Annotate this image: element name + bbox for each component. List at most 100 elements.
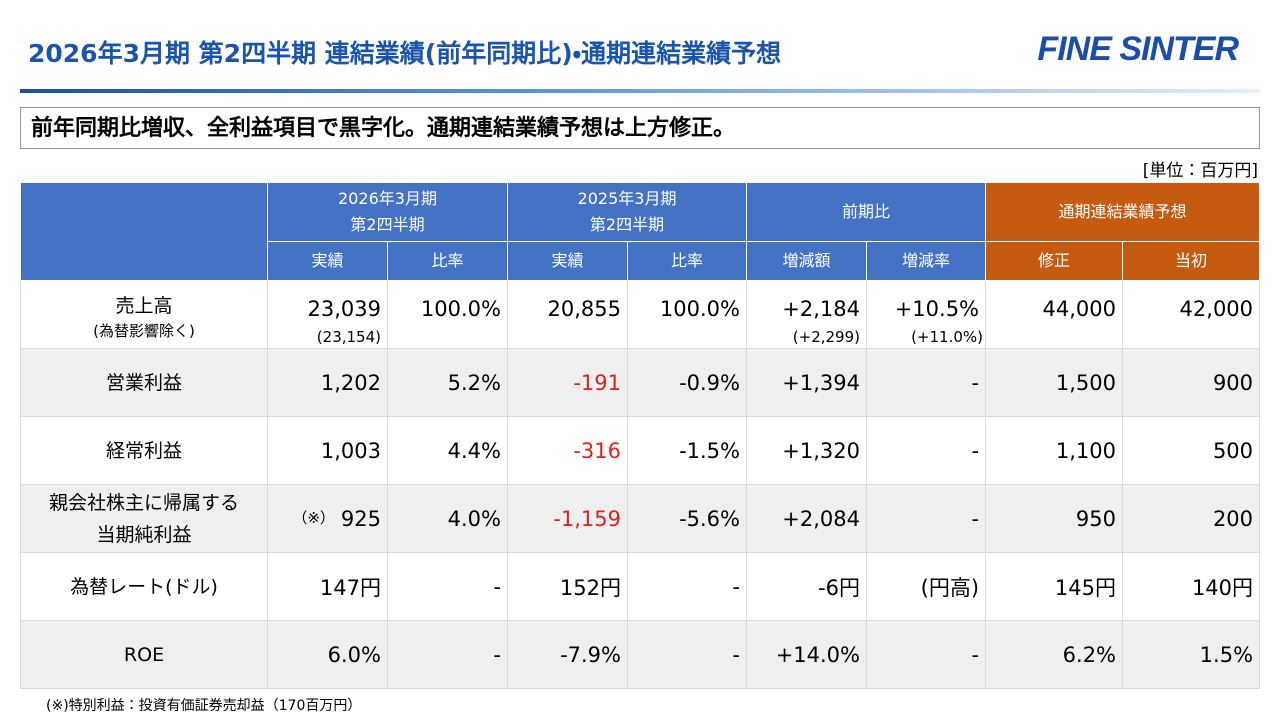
corner-cell bbox=[20, 182, 268, 281]
row-label: 売上高 (為替影響除く) bbox=[20, 280, 268, 349]
cell-value: 500 bbox=[1212, 438, 1254, 463]
unit-label: [単位：百万円] bbox=[1142, 161, 1258, 181]
cell-subvalue: (+2,299) bbox=[792, 328, 860, 346]
row-label-line: 親会社株主に帰属する bbox=[48, 491, 239, 514]
cell-value: - bbox=[732, 642, 740, 667]
cell: - bbox=[387, 552, 508, 621]
cell-value: (円高) bbox=[920, 575, 980, 600]
row-label: 為替レート(ドル) bbox=[20, 552, 268, 621]
headline: 前年同期比増収、全利益項目で黒字化。通期連結業績予想は上方修正。 bbox=[20, 107, 1260, 149]
cell: 23,039 (23,154) bbox=[267, 280, 388, 349]
cell: - bbox=[627, 552, 747, 621]
cell-value: - bbox=[971, 438, 980, 463]
subheader: 増減額 bbox=[746, 241, 867, 281]
group-header: 前期比 bbox=[745, 182, 987, 242]
cell: 147円 bbox=[267, 552, 388, 621]
cell: - bbox=[387, 620, 508, 689]
cell: 1,500 bbox=[985, 348, 1124, 417]
cell-subvalue: (23,154) bbox=[316, 328, 381, 346]
cell: +1,394 bbox=[746, 348, 867, 417]
cell-value: 5.2% bbox=[447, 370, 501, 395]
cell-value: 147円 bbox=[319, 575, 381, 600]
cell: -6円 bbox=[746, 552, 867, 621]
cell-value: - bbox=[971, 506, 980, 531]
cell-value: 140円 bbox=[1191, 575, 1254, 600]
table-row: 売上高 (為替影響除く) 23,039 (23,154) 100.0% 20,855 100… bbox=[20, 280, 1261, 349]
cell: +14.0% bbox=[746, 620, 867, 689]
group-header: 通期連結業績予想 bbox=[985, 182, 1261, 242]
cell-value: 1,100 bbox=[1055, 438, 1117, 463]
subheader: 比率 bbox=[387, 241, 508, 281]
cell-value: 152円 bbox=[559, 575, 621, 600]
cell-value: 1,202 bbox=[320, 370, 381, 395]
subheader: 修正 bbox=[985, 241, 1124, 281]
cell: 6.2% bbox=[985, 620, 1124, 689]
cell-value: 925 bbox=[340, 506, 381, 531]
cell-value: 900 bbox=[1212, 370, 1254, 395]
row-label-line: 売上高 bbox=[115, 294, 173, 317]
cell: 1,003 bbox=[267, 416, 388, 485]
cell-subvalue: (+11.0%) bbox=[911, 328, 984, 346]
cell: 1,100 bbox=[985, 416, 1124, 485]
row-label: 経常利益 bbox=[20, 416, 268, 485]
cell-value: -7.9% bbox=[560, 642, 621, 667]
row-label-line: 為替レート(ドル) bbox=[70, 575, 218, 598]
logo: FINE SINTER bbox=[1037, 30, 1239, 68]
table-row: ROE 6.0% - -7.9% - +14.0% - 6.2% 1.5% bbox=[20, 620, 1261, 689]
cell-value: -0.9% bbox=[679, 370, 740, 395]
cell: -5.6% bbox=[627, 484, 747, 553]
group-header-line: 第2四半期 bbox=[350, 215, 425, 234]
cell: 100.0% bbox=[387, 280, 508, 349]
cell: - bbox=[627, 620, 747, 689]
cell-value: 145円 bbox=[1054, 575, 1117, 600]
group-header-line: 前期比 bbox=[842, 202, 891, 221]
cell-value: +1,320 bbox=[782, 438, 860, 463]
table-row: 経常利益 1,003 4.4% -316 -1.5% +1,320 - 1,100 500 bbox=[20, 416, 1261, 485]
cell-value: 1,003 bbox=[320, 438, 381, 463]
cell: 42,000 bbox=[1122, 280, 1261, 349]
cell: +10.5% (+11.0%) bbox=[865, 280, 987, 349]
cell-value: -316 bbox=[573, 438, 621, 463]
cell-value: 6.2% bbox=[1062, 642, 1117, 667]
cell-value: 200 bbox=[1212, 506, 1254, 531]
cell: 900 bbox=[1122, 348, 1261, 417]
cell-value: 4.4% bbox=[447, 438, 501, 463]
title: 2026年3月期 第2四半期 連結業績(前年同期比)・通期連結業績予想 bbox=[28, 39, 782, 68]
cell-value: -1.5% bbox=[679, 438, 740, 463]
cell-value: -1,159 bbox=[553, 506, 621, 531]
cell: - bbox=[865, 348, 987, 417]
subheader: 増減率 bbox=[865, 241, 987, 281]
group-header: 2025年3月期 第2四半期 bbox=[507, 182, 747, 242]
row-label-line: ROE bbox=[123, 643, 165, 666]
cell: 950 bbox=[985, 484, 1124, 553]
cell-value: - bbox=[732, 574, 740, 599]
cell-value: - bbox=[971, 642, 980, 667]
cell: - bbox=[865, 416, 987, 485]
group-header-line: 2025年3月期 bbox=[577, 189, 677, 208]
cell-value: 23,039 bbox=[307, 297, 381, 321]
cell-value: 20,855 bbox=[547, 297, 621, 321]
cell: 500 bbox=[1122, 416, 1261, 485]
row-label-line: 営業利益 bbox=[105, 371, 182, 394]
cell-value: 950 bbox=[1075, 506, 1117, 531]
cell-value: 4.0% bbox=[447, 506, 501, 531]
row-label: 営業利益 bbox=[20, 348, 268, 417]
cell-value: +2,184 bbox=[782, 297, 860, 321]
results-table: 2026年3月期 第2四半期 2025年3月期 第2四半期 前期比 通期連結業績予想 実績比… bbox=[20, 182, 1261, 689]
subheader: 実績 bbox=[507, 241, 628, 281]
cell: 145円 bbox=[985, 552, 1124, 621]
cell: 1.5% bbox=[1122, 620, 1261, 689]
cell-value: - bbox=[493, 642, 501, 667]
cell: 6.0% bbox=[267, 620, 388, 689]
cell: 20,855 bbox=[507, 280, 628, 349]
group-header-line: 通期連結業績予想 bbox=[1058, 202, 1187, 221]
cell: （※） 925 bbox=[267, 484, 388, 553]
cell-value: 100.0% bbox=[659, 297, 740, 321]
cell: +2,184 (+2,299) bbox=[746, 280, 867, 349]
cell-value: +10.5% bbox=[894, 297, 980, 321]
cell: -316 bbox=[507, 416, 628, 485]
row-label: 親会社株主に帰属する 当期純利益 bbox=[20, 484, 268, 553]
footnote: (※)特別利益：投資有価証券売却益（170百万円） bbox=[46, 698, 362, 714]
cell: +2,084 bbox=[746, 484, 867, 553]
cell: -7.9% bbox=[507, 620, 628, 689]
